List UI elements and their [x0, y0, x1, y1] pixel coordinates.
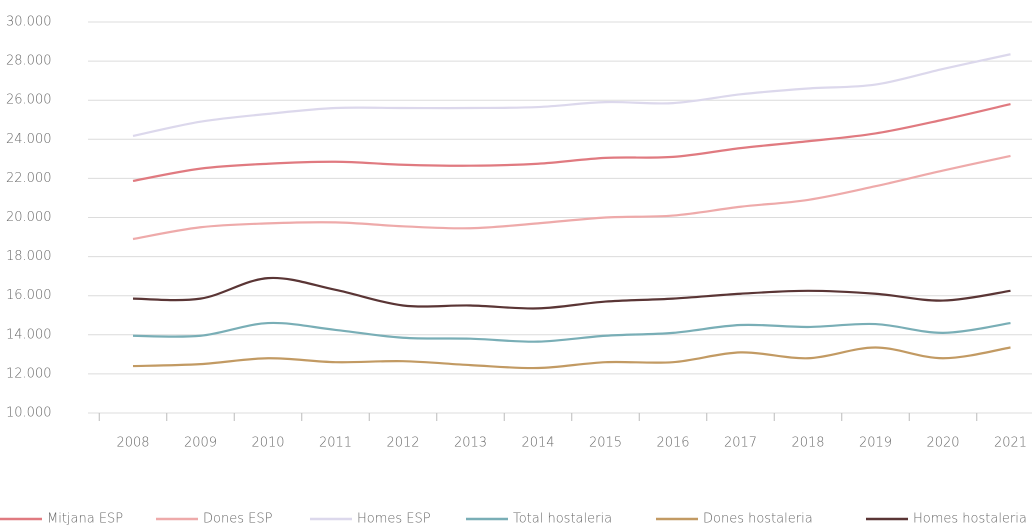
x-tick-label: 2020 — [926, 436, 959, 451]
y-tick-label: 26.000 — [6, 93, 52, 108]
legend-label: Dones hostaleria — [703, 512, 813, 527]
x-tick-label: 2018 — [791, 436, 824, 451]
x-tick-label: 2017 — [724, 436, 757, 451]
y-tick-label: 16.000 — [6, 288, 52, 303]
x-tick-label: 2015 — [589, 436, 622, 451]
legend-label: Homes ESP — [357, 512, 431, 527]
x-tick-label: 2013 — [454, 436, 487, 451]
y-tick-label: 10.000 — [6, 406, 52, 421]
y-tick-label: 28.000 — [6, 54, 52, 69]
x-tick-label: 2016 — [656, 436, 689, 451]
legend-label: Total hostaleria — [513, 512, 612, 527]
x-tick-label: 2014 — [521, 436, 554, 451]
legend-label: Mitjana ESP — [47, 512, 123, 527]
legend-label: Dones ESP — [203, 512, 273, 527]
y-tick-label: 24.000 — [6, 132, 52, 147]
x-tick-label: 2021 — [994, 436, 1027, 451]
x-tick-label: 2009 — [184, 436, 217, 451]
y-tick-label: 18.000 — [6, 249, 52, 264]
legend-label: Homes hostaleria — [913, 512, 1027, 527]
series-line — [132, 321, 1011, 343]
y-tick-label: 12.000 — [6, 366, 52, 381]
series-line — [132, 276, 1011, 310]
series-line — [132, 346, 1011, 370]
x-tick-label: 2011 — [319, 436, 352, 451]
y-tick-label: 30.000 — [6, 15, 52, 30]
series-line — [132, 103, 1011, 183]
x-tick-label: 2019 — [859, 436, 892, 451]
x-tick-label: 2008 — [116, 436, 149, 451]
x-tick-label: 2012 — [386, 436, 419, 451]
series-line — [132, 154, 1011, 241]
y-tick-label: 14.000 — [6, 327, 52, 342]
x-tick-label: 2010 — [251, 436, 284, 451]
y-tick-label: 20.000 — [6, 210, 52, 225]
series-line — [132, 53, 1011, 138]
y-tick-label: 22.000 — [6, 171, 52, 186]
